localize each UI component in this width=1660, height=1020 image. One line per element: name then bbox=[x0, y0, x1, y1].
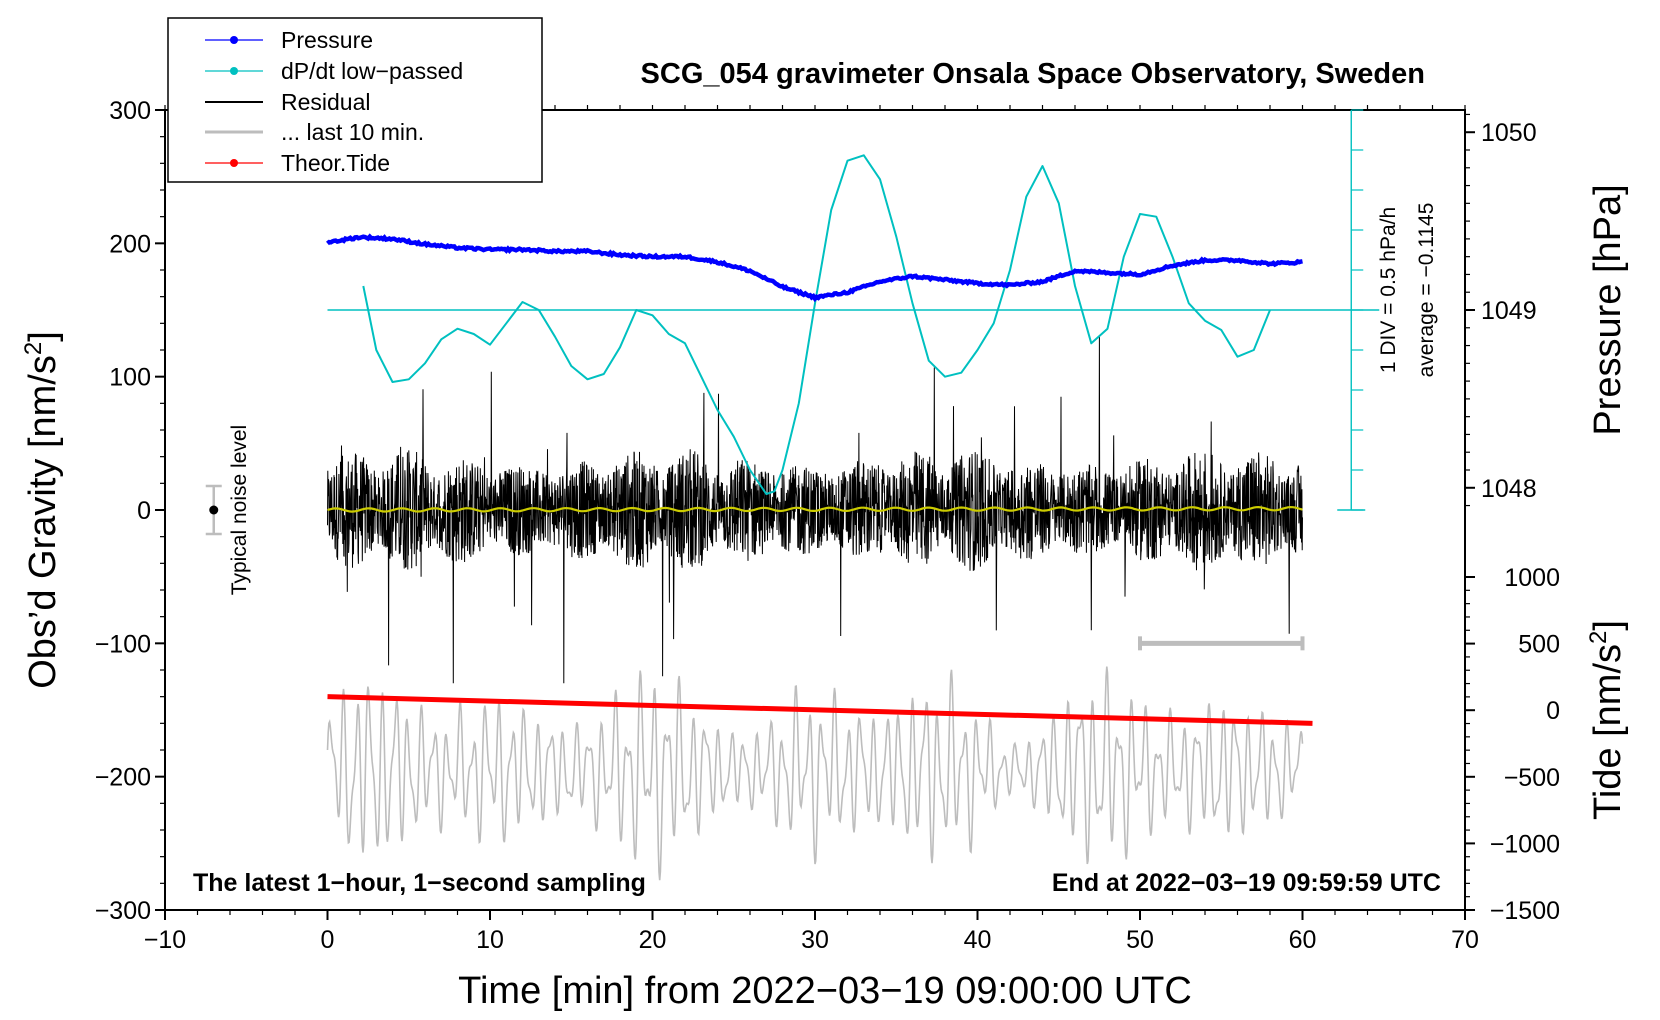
x-tick-label: 0 bbox=[321, 926, 335, 954]
x-tick-label: 20 bbox=[639, 926, 667, 954]
y-tick-label: −100 bbox=[95, 630, 151, 658]
tide-axis-label-sup: 2 bbox=[1585, 631, 1612, 644]
tide-tick-label: 500 bbox=[1518, 631, 1560, 659]
tide-axis-ticks: −1500 −1000 −500 0 500 1000 bbox=[1465, 564, 1560, 925]
tide-tick-label: 1000 bbox=[1504, 564, 1560, 592]
pressure-tick-label: 1049 bbox=[1481, 297, 1537, 325]
last10-line bbox=[326, 666, 1304, 881]
noise-bar-center bbox=[209, 505, 219, 515]
noise-level-label: Typical noise level bbox=[228, 425, 251, 595]
last10-series-layer bbox=[326, 666, 1304, 881]
y-axis-label-sup: 2 bbox=[20, 342, 47, 355]
legend-marker-pressure bbox=[230, 36, 238, 44]
dpdt-scale-label: 1 DIV = 0.5 hPa/h bbox=[1377, 207, 1400, 373]
tide-tick-label: −1500 bbox=[1490, 897, 1560, 925]
dpdt-series-layer bbox=[327, 109, 1380, 511]
tide-axis-label-main: Tide [nm/s bbox=[1587, 644, 1629, 820]
y-tick-label: 0 bbox=[137, 497, 151, 525]
x-tick-label: 70 bbox=[1451, 926, 1479, 954]
chart-title: SCG_054 gravimeter Onsala Space Observat… bbox=[641, 58, 1425, 90]
dpdt-line bbox=[362, 154, 1271, 495]
legend-label-pressure: Pressure bbox=[281, 27, 373, 53]
pressure-line bbox=[326, 233, 1303, 303]
y-tick-label: 200 bbox=[109, 230, 151, 258]
legend-label-dpdt: dP/dt low−passed bbox=[281, 58, 463, 84]
tide-tick-label: 0 bbox=[1546, 697, 1560, 725]
x-axis-label: Time [min] from 2022−03−19 09:00:00 UTC bbox=[458, 970, 1192, 1012]
x-tick-label: 10 bbox=[476, 926, 504, 954]
indicator-bars-layer bbox=[205, 484, 1305, 651]
y-tick-label: −300 bbox=[95, 897, 151, 925]
pressure-axis-ticks: 1048 1049 1050 bbox=[1465, 113, 1537, 507]
residual-smoothed-line bbox=[327, 505, 1303, 513]
legend: Pressure dP/dt low−passed Residual ... l… bbox=[167, 17, 543, 183]
legend-label-tide: Theor.Tide bbox=[281, 150, 390, 176]
x-tick-label: 60 bbox=[1289, 926, 1317, 954]
x-tick-label: 50 bbox=[1126, 926, 1154, 954]
pressure-axis-label: Pressure [hPa] bbox=[1587, 184, 1629, 435]
legend-marker-dpdt bbox=[230, 67, 238, 75]
legend-label-residual: Residual bbox=[281, 89, 371, 115]
x-tick-label: −10 bbox=[144, 926, 186, 954]
pressure-tick-label: 1048 bbox=[1481, 475, 1537, 503]
residual-series-layer bbox=[327, 336, 1303, 684]
y-tick-label: 300 bbox=[109, 97, 151, 125]
tide-tick-label: −500 bbox=[1504, 764, 1560, 792]
x-tick-label: 40 bbox=[964, 926, 992, 954]
y-axis-ticks: −300 −200 −100 0 100 200 300 bbox=[95, 97, 165, 925]
tide-axis-label-close: ] bbox=[1587, 620, 1629, 631]
tide-axis-label: Tide [nm/s2] bbox=[1585, 620, 1629, 820]
residual-smoothed-layer bbox=[327, 505, 1303, 513]
tide-series-layer bbox=[327, 694, 1313, 726]
y-axis-label: Obs’d Gravity [nm/s2] bbox=[20, 331, 64, 689]
pressure-series-layer bbox=[326, 233, 1303, 303]
x-tick-label: 30 bbox=[801, 926, 829, 954]
y-axis-label-close: ] bbox=[22, 331, 64, 342]
residual-line bbox=[327, 336, 1303, 684]
legend-marker-tide bbox=[230, 159, 238, 167]
y-tick-label: 100 bbox=[109, 364, 151, 392]
x-axis-ticks: −10 0 10 20 30 40 50 60 70 bbox=[144, 105, 1479, 954]
y-tick-label: −200 bbox=[95, 764, 151, 792]
legend-label-last10: ... last 10 min. bbox=[281, 119, 424, 145]
tide-line bbox=[327, 694, 1313, 726]
dpdt-average-label: average = −0.1145 bbox=[1415, 203, 1438, 378]
tide-tick-label: −1000 bbox=[1490, 830, 1560, 858]
legend-box bbox=[167, 17, 543, 183]
annotation-bottom-right: End at 2022−03−19 09:59:59 UTC bbox=[1052, 869, 1441, 897]
annotation-bottom-left: The latest 1−hour, 1−second sampling bbox=[193, 869, 646, 897]
pressure-tick-label: 1050 bbox=[1481, 119, 1537, 147]
y-axis-label-main: Obs’d Gravity [nm/s bbox=[22, 355, 64, 689]
